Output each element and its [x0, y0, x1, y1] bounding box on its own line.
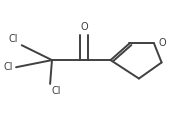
Text: Cl: Cl [51, 86, 60, 96]
Text: Cl: Cl [3, 62, 13, 72]
Text: O: O [80, 22, 88, 32]
Text: Cl: Cl [9, 34, 18, 44]
Text: O: O [158, 38, 166, 48]
